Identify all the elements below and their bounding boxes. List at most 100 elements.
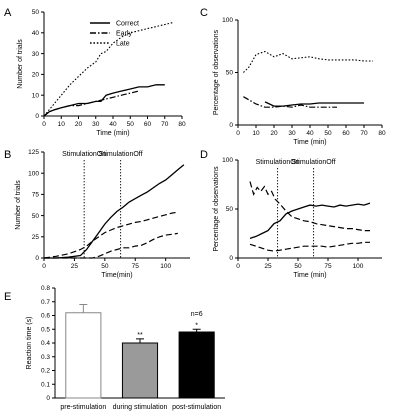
pe-category-label: pre-stimulation — [60, 404, 106, 411]
pe-category-label: during stimulation — [113, 404, 168, 411]
pa-y-tick-label: 40 — [32, 30, 40, 37]
pd-x-tick-label: 100 — [353, 263, 364, 270]
pb-x-tick-label: 100 — [160, 263, 171, 270]
pd-series-line — [249, 181, 370, 232]
pb-x-tick-label: 50 — [101, 263, 109, 270]
pa-y-axis-title: Number of trials — [17, 39, 24, 89]
pe-category-label: post-stimulation — [172, 404, 221, 411]
pe-y-tick-label: 0.4 — [41, 340, 50, 347]
pa-y-tick-label: 50 — [32, 9, 40, 16]
pb-y-tick-label: 75 — [32, 192, 40, 199]
pc-x-tick-label: 40 — [306, 130, 314, 137]
pe-significance-label: ** — [137, 332, 143, 339]
pb-y-tick-label: 25 — [32, 234, 40, 241]
pd-x-axis-title: Time (min) — [293, 272, 326, 279]
pa-x-tick-label: 30 — [92, 121, 100, 128]
pe-y-axis-title: Reaction time (s) — [26, 317, 33, 370]
pa-legend-label: Correct — [116, 21, 139, 28]
pc-x-tick-label: 20 — [270, 130, 278, 137]
pc-y-axis-title: Percentage of observations — [213, 29, 220, 115]
pa-y-tick-label: 0 — [35, 113, 39, 120]
pc-x-axis-title: Time (min) — [293, 139, 326, 146]
pb-stimulation-label: StimulationOn — [62, 151, 106, 158]
pa-x-tick-label: 10 — [58, 121, 66, 128]
pa-x-tick-label: 60 — [144, 121, 152, 128]
pa-x-tick-label: 80 — [178, 121, 186, 128]
panel-letter-c: C — [200, 7, 208, 19]
pc-y-tick-label: 0 — [229, 122, 233, 129]
pa-y-tick-label: 10 — [32, 92, 40, 99]
pd-x-tick-label: 75 — [324, 263, 332, 270]
pd-y-tick-label: 100 — [222, 157, 233, 164]
pe-y-tick-label: 0.3 — [41, 354, 50, 361]
pb-y-axis-title: Number of trials — [15, 180, 22, 230]
pb-y-tick-label: 50 — [32, 213, 40, 220]
panel-letter-e: E — [4, 291, 11, 303]
pa-x-tick-label: 40 — [109, 121, 117, 128]
panel-letter-b: B — [4, 149, 11, 161]
panel-d-chart: 0 25 50 75 100 0 50 100 Time (min) Percentage of … — [213, 157, 382, 279]
pe-y-tick-label: 0.2 — [41, 368, 50, 375]
pd-y-axis-title: Percentage of observations — [213, 166, 220, 252]
pc-series-line — [264, 101, 364, 107]
pb-y-tick-label: 100 — [28, 170, 39, 177]
pe-significance-label: * — [195, 322, 198, 329]
pb-x-axis-title: Time(min) — [101, 272, 132, 279]
pd-x-tick-label: 25 — [264, 263, 272, 270]
pb-y-tick-label: 0 — [35, 255, 39, 262]
pb-x-tick-label: 25 — [71, 263, 79, 270]
pc-x-tick-label: 0 — [236, 130, 240, 137]
pa-legend-label: Early — [116, 31, 132, 38]
pe-bar — [121, 342, 159, 399]
pe-y-tick-label: 0.6 — [41, 313, 50, 320]
pe-y-tick-label: 0.5 — [41, 326, 50, 333]
pe-bar — [178, 331, 215, 399]
pd-x-tick-label: 0 — [236, 263, 240, 270]
pc-x-tick-label: 60 — [342, 130, 350, 137]
pb-series-line — [43, 211, 178, 259]
pa-y-tick-label: 20 — [32, 72, 40, 79]
pc-x-tick-label: 30 — [288, 130, 296, 137]
pc-y-tick-label: 100 — [222, 17, 233, 24]
pd-x-tick-label: 50 — [294, 263, 302, 270]
pe-y-tick-label: 0.8 — [41, 285, 50, 292]
pa-y-tick-label: 30 — [32, 51, 40, 58]
pd-stimulation-label: StimulationOn — [256, 159, 300, 166]
pc-x-tick-label: 10 — [252, 130, 260, 137]
pe-y-tick-label: 0.7 — [41, 299, 50, 306]
panel-letter-d: D — [200, 149, 208, 161]
pb-stimulation-label: StimulationOff — [99, 151, 143, 158]
panel-e-chart: 0 0.1 0.2 0.3 0.4 0.5 0.6 0.7 0.8 Reaction time (… — [26, 285, 225, 411]
panel-a-chart: 0 10 20 30 40 50 60 70 80 0 10 20 30 40 50 Time (min) Nu… — [17, 9, 186, 137]
panel-c-chart: 0 10 20 30 40 50 60 70 80 0 50 100 Time (min) Percent… — [213, 17, 386, 146]
pd-y-tick-label: 0 — [229, 255, 233, 262]
pc-series-line — [243, 50, 373, 73]
pb-y-tick-label: 125 — [28, 149, 39, 156]
pa-x-tick-label: 0 — [42, 121, 46, 128]
pa-series-line — [43, 21, 174, 117]
pd-series-line — [249, 202, 371, 240]
pa-x-tick-label: 20 — [75, 121, 83, 128]
pc-x-tick-label: 80 — [378, 130, 386, 137]
pb-series-line — [44, 164, 185, 259]
pa-x-axis-title: Time (min) — [96, 130, 129, 137]
pc-y-tick-label: 50 — [226, 70, 234, 77]
pa-series-line — [43, 84, 165, 117]
pe-y-tick-label: 0 — [46, 395, 50, 402]
pa-x-tick-label: 50 — [127, 121, 135, 128]
pe-y-tick-label: 0.1 — [41, 381, 50, 388]
pc-series-line — [243, 96, 337, 108]
panel-letter-a: A — [4, 7, 12, 19]
pc-x-tick-label: 70 — [360, 130, 368, 137]
pc-x-tick-label: 50 — [324, 130, 332, 137]
pa-series-line — [43, 90, 140, 117]
pd-series-line — [249, 241, 370, 252]
pa-legend-label: Late — [116, 41, 130, 48]
pa-x-tick-label: 70 — [161, 121, 169, 128]
pb-x-tick-label: 0 — [42, 263, 46, 270]
panel-b-chart: 0 25 50 75 100 0 25 50 75 100 125 Time(min) Number o… — [15, 149, 190, 279]
pd-stimulation-label: StimulationOff — [292, 159, 336, 166]
pd-y-tick-label: 50 — [226, 206, 234, 213]
pe-bar — [65, 312, 102, 399]
